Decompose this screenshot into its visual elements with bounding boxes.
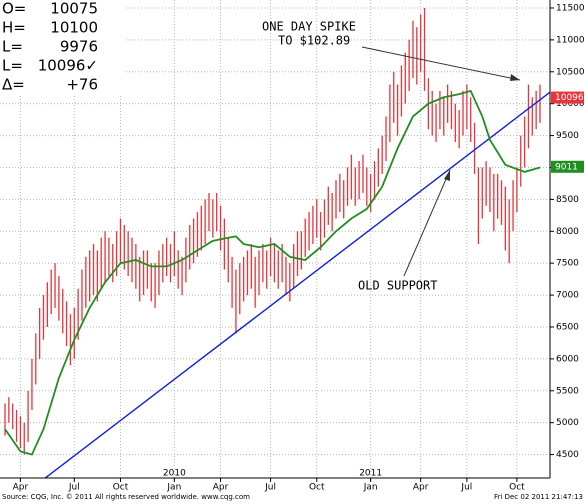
annotation: ONE DAY SPIKE: [262, 20, 356, 34]
y-tick-label: 6000: [556, 354, 579, 364]
y-tick-label: 9500: [556, 131, 579, 141]
last-average-box: [551, 160, 584, 173]
x-tick-label: Oct: [509, 483, 525, 493]
quote-label: H=: [2, 19, 26, 37]
quote-value: 10096✓: [38, 57, 98, 75]
y-tick-label: 10000: [556, 99, 585, 109]
quote-box: [0, 0, 125, 96]
plot: [4, 7, 551, 479]
x-tick-label: Jul: [460, 483, 472, 493]
y-tick-label: 5000: [556, 418, 579, 428]
year-label: 2011: [359, 469, 382, 479]
arrow: [361, 46, 521, 81]
x-tick-label: Apr: [213, 483, 229, 493]
trendline: [44, 91, 551, 479]
y-tick-label: 6500: [556, 322, 579, 332]
quote-label: L=: [2, 57, 23, 75]
y-tick-label: 11000: [556, 35, 585, 45]
arrow-head: [444, 170, 450, 181]
x-tick-label: Apr: [13, 483, 29, 493]
source: Source: CQG, Inc. © 2011 All rights rese…: [2, 493, 250, 501]
x-tick-label: Jan: [363, 483, 378, 493]
quote: O= 10075 H= 10100 L= 9976 L= 10096✓ Δ= +76: [2, 0, 98, 94]
y-tick-label: 7500: [556, 259, 579, 269]
annotation: OLD SUPPORT: [358, 279, 437, 293]
quote-value: 9976: [60, 38, 98, 56]
last-price-box: [551, 91, 584, 104]
quote-label: O=: [2, 0, 26, 18]
y-tick-label: 10500: [556, 67, 585, 77]
arrow-head: [510, 74, 520, 81]
x-tick-label: Oct: [113, 483, 129, 493]
quote-value: 10100: [50, 19, 98, 37]
last-price-label: 10096: [555, 93, 584, 103]
quote-label: Δ=: [2, 76, 25, 94]
y-tick-label: 4500: [556, 450, 579, 460]
quote-label: L=: [2, 38, 23, 56]
y-tick-label: 8000: [556, 227, 579, 237]
x-tick-label: Jan: [166, 483, 181, 493]
y-tick-label: 11500: [556, 3, 585, 13]
x-tick-label: Jul: [68, 483, 80, 493]
annotation: TO $102.89: [278, 34, 350, 48]
last-average-label: 9011: [555, 162, 578, 172]
y-tick-label: 8500: [556, 195, 579, 205]
year-label: 2010: [163, 469, 186, 479]
y-tick-label: 5500: [556, 386, 579, 396]
y-tick-label: 7000: [556, 291, 579, 301]
arrow: [403, 169, 451, 277]
quote-value: +76: [66, 76, 98, 94]
moving-average: [4, 89, 541, 456]
timestamp: Fri Dec 02 2011 21:47:13: [494, 493, 583, 501]
x-tick-label: Apr: [413, 483, 429, 493]
x-tick-label: Jul: [264, 483, 276, 493]
x-tick-label: Oct: [309, 483, 325, 493]
quote-value: 10075: [50, 0, 98, 18]
